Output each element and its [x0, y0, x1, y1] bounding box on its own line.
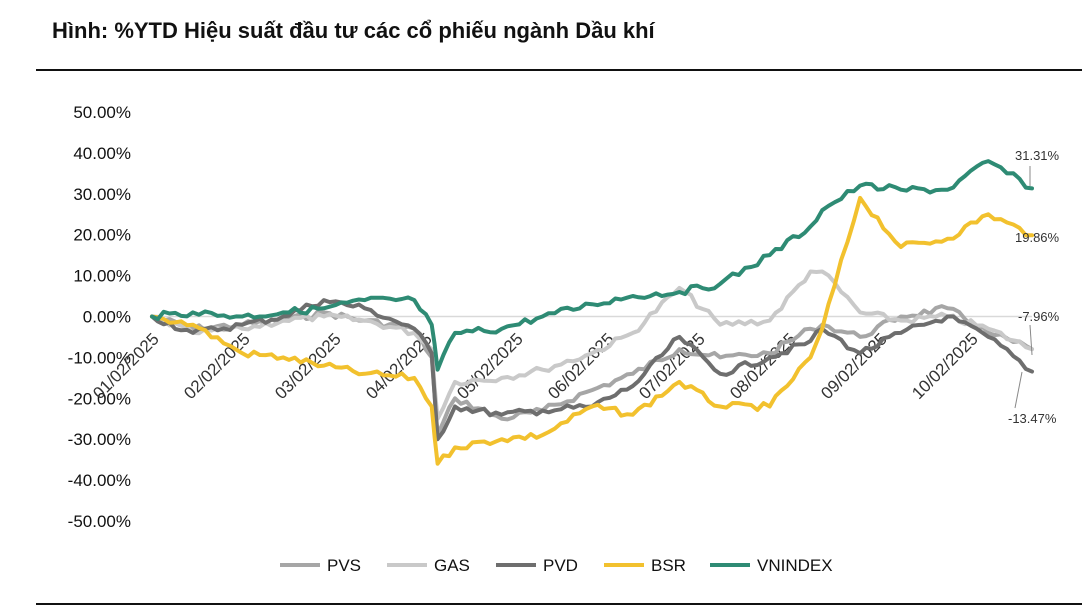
x-tick-label: 10/02/2025 [908, 329, 982, 403]
legend-label-pvd: PVD [543, 556, 578, 575]
annotation-label: -7.96% [1018, 309, 1060, 324]
legend-label-vnindex: VNINDEX [757, 556, 833, 575]
annotation-label: 19.86% [1015, 230, 1060, 245]
y-tick-label: -40.00% [68, 471, 131, 490]
y-tick-label: -50.00% [68, 512, 131, 531]
y-tick-label: 0.00% [83, 308, 131, 327]
bottom-rule [36, 603, 1082, 605]
legend-label-gas: GAS [434, 556, 470, 575]
series-line-bsr [150, 195, 1034, 466]
y-tick-label: 10.00% [73, 267, 131, 286]
annotation-label: -13.47% [1008, 411, 1057, 426]
y-tick-label: 20.00% [73, 226, 131, 245]
series-line-pvs [150, 304, 1034, 438]
y-tick-label: -30.00% [68, 430, 131, 449]
annotation-leader [1029, 324, 1033, 356]
page-title: Hình: %YTD Hiệu suất đầu tư các cổ phiếu… [52, 18, 655, 43]
y-axis: 50.00% 40.00% 30.00% 20.00% 10.00% 0.00% -10.0… [68, 103, 131, 531]
title-rule [36, 69, 1082, 71]
legend: PVS GAS PVD BSR VNINDEX [280, 556, 833, 575]
y-tick-label: 40.00% [73, 144, 131, 163]
legend-label-bsr: BSR [651, 556, 686, 575]
y-tick-label: -20.00% [68, 389, 131, 408]
x-tick-label: 05/02/2025 [453, 329, 527, 403]
annotations: 31.31% 19.86% -7.96% -13.47% [1008, 148, 1060, 426]
y-tick-label: 50.00% [73, 103, 131, 122]
annotation-label: 31.31% [1015, 148, 1060, 163]
series-line-vnindex [150, 159, 1034, 372]
y-tick-label: -10.00% [68, 348, 131, 367]
y-tick-label: 30.00% [73, 185, 131, 204]
series-line-gas [150, 269, 1034, 421]
x-tick-label: 02/02/2025 [180, 329, 254, 403]
annotation-leader [1014, 371, 1023, 409]
series-group [150, 159, 1034, 466]
legend-label-pvs: PVS [327, 556, 361, 575]
